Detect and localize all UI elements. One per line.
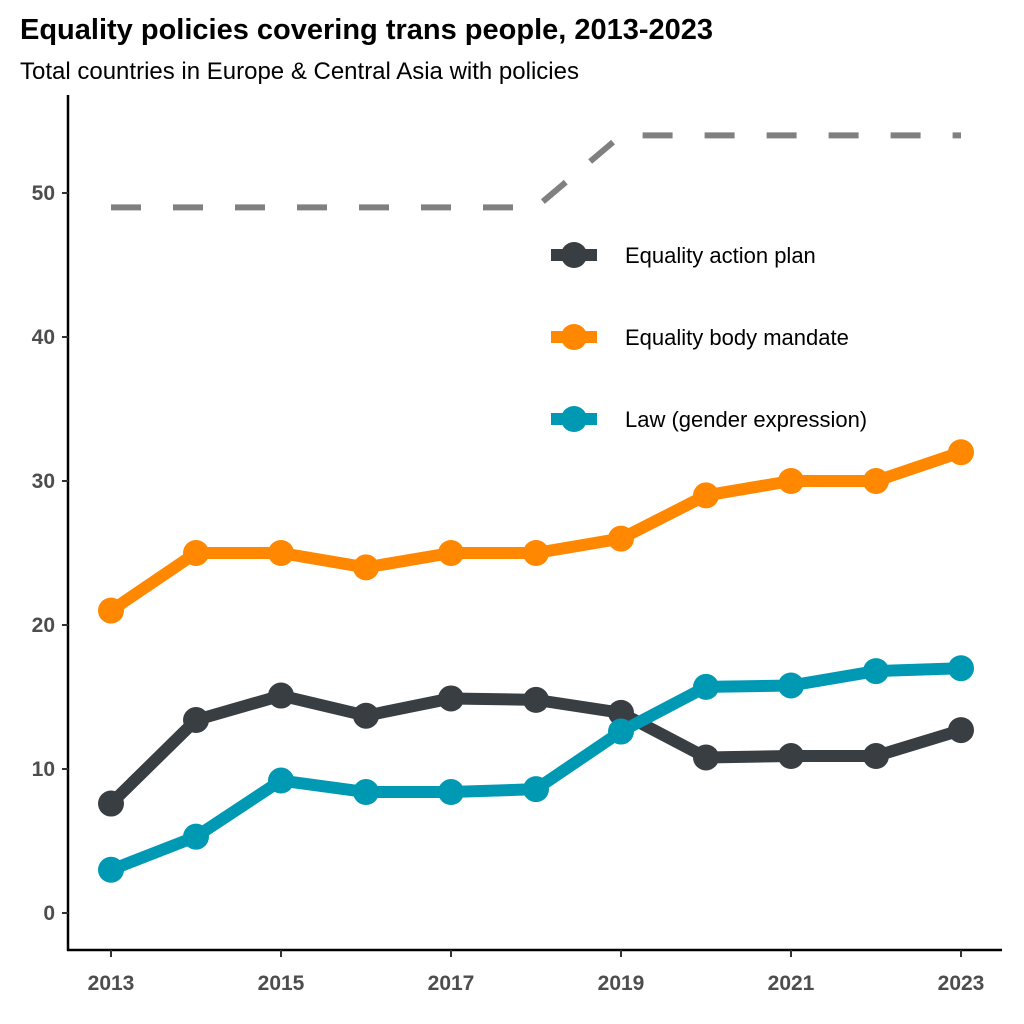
data-point-equality-body-mandate: [778, 468, 804, 494]
data-point-law-gender-expression: [523, 776, 549, 803]
y-tick-label: 40: [32, 326, 55, 349]
y-tick-label: 50: [32, 182, 55, 205]
y-tick-label: 0: [43, 902, 55, 925]
data-point-law-gender-expression: [608, 718, 634, 745]
x-tick-label: 2023: [938, 972, 985, 995]
data-point-equality-body-mandate: [438, 540, 464, 566]
data-point-equality-body-mandate: [863, 468, 889, 494]
data-point-equality-body-mandate: [353, 554, 379, 581]
data-point-equality-action-plan: [778, 743, 804, 770]
data-point-equality-action-plan: [693, 744, 719, 771]
legend-label: Equality body mandate: [625, 325, 849, 350]
data-point-equality-action-plan: [863, 743, 889, 770]
chart-subtitle: Total countries in Europe & Central Asia…: [20, 58, 579, 85]
data-point-equality-body-mandate: [268, 540, 294, 566]
data-point-equality-body-mandate: [98, 597, 124, 624]
x-tick-label: 2015: [258, 972, 305, 995]
chart-title: Equality policies covering trans people,…: [20, 14, 714, 46]
legend-label: Law (gender expression): [625, 407, 867, 432]
data-point-law-gender-expression: [353, 779, 379, 806]
series-line-equality-body-mandate: [107, 446, 963, 616]
data-point-equality-body-mandate: [523, 540, 549, 566]
legend-key-marker: [561, 242, 587, 268]
data-point-equality-action-plan: [183, 707, 209, 734]
legend-key-marker: [561, 406, 587, 432]
data-point-equality-action-plan: [523, 686, 549, 713]
data-point-equality-body-mandate: [948, 439, 974, 466]
y-tick-label: 10: [32, 758, 55, 781]
data-point-law-gender-expression: [98, 856, 124, 883]
data-point-equality-action-plan: [608, 699, 634, 726]
x-tick-label: 2017: [428, 972, 475, 995]
data-point-law-gender-expression: [778, 672, 804, 699]
series-line-reference: [111, 132, 961, 211]
data-point-law-gender-expression: [438, 779, 464, 806]
data-point-equality-action-plan: [353, 702, 379, 729]
y-tick-label: 30: [32, 470, 55, 493]
data-point-equality-action-plan: [98, 790, 124, 817]
legend-label: Equality action plan: [625, 243, 816, 268]
data-point-equality-action-plan: [948, 717, 974, 744]
data-point-equality-action-plan: [268, 682, 294, 709]
data-point-equality-body-mandate: [183, 540, 209, 566]
x-tick-label: 2021: [768, 972, 815, 995]
legend-key-marker: [561, 324, 587, 350]
data-point-law-gender-expression: [863, 658, 889, 685]
x-tick-label: 2019: [598, 972, 645, 995]
data-point-law-gender-expression: [183, 823, 209, 850]
data-point-equality-action-plan: [438, 685, 464, 712]
data-point-law-gender-expression: [948, 655, 974, 682]
data-point-equality-body-mandate: [693, 482, 719, 509]
y-tick-label: 20: [32, 614, 55, 637]
data-point-equality-body-mandate: [608, 525, 634, 552]
x-tick-label: 2013: [88, 972, 135, 995]
data-point-law-gender-expression: [268, 767, 294, 794]
data-point-law-gender-expression: [693, 673, 719, 700]
